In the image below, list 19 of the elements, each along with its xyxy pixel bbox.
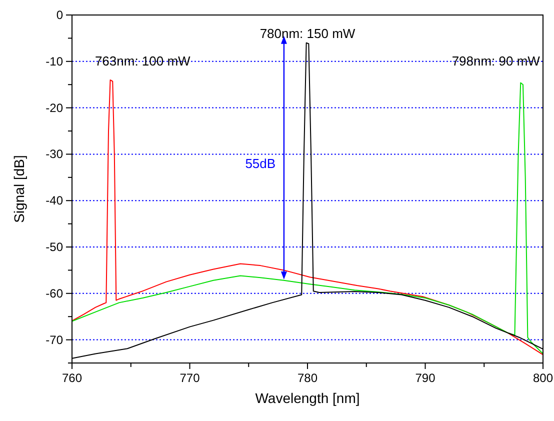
x-axis-title: Wavelength [nm] [255,390,360,406]
y-axis-title: Signal [dB] [11,155,27,223]
annotation: 780nm: 150 mW [260,26,356,42]
y-tick-label: -70 [46,332,64,347]
x-tick-label: 770 [180,371,200,385]
annotation: 763nm: 100 mW [94,53,192,68]
y-tick-label: -20 [46,100,64,115]
annotation: 798nm: 90 mW [452,53,541,68]
y-tick-label: -50 [46,240,64,254]
y-tick-label: 0 [56,8,64,22]
annotation: 55dB [245,156,276,172]
x-tick-label: 760 [62,371,82,385]
y-tick-label: -30 [46,147,64,162]
y-tick-label: -40 [46,194,64,208]
x-tick-label: 800 [532,371,554,385]
y-tick-label: -60 [46,286,64,300]
y-tick-label: -10 [46,54,64,68]
x-tick-label: 780 [297,371,318,385]
x-tick-label: 790 [415,371,436,385]
